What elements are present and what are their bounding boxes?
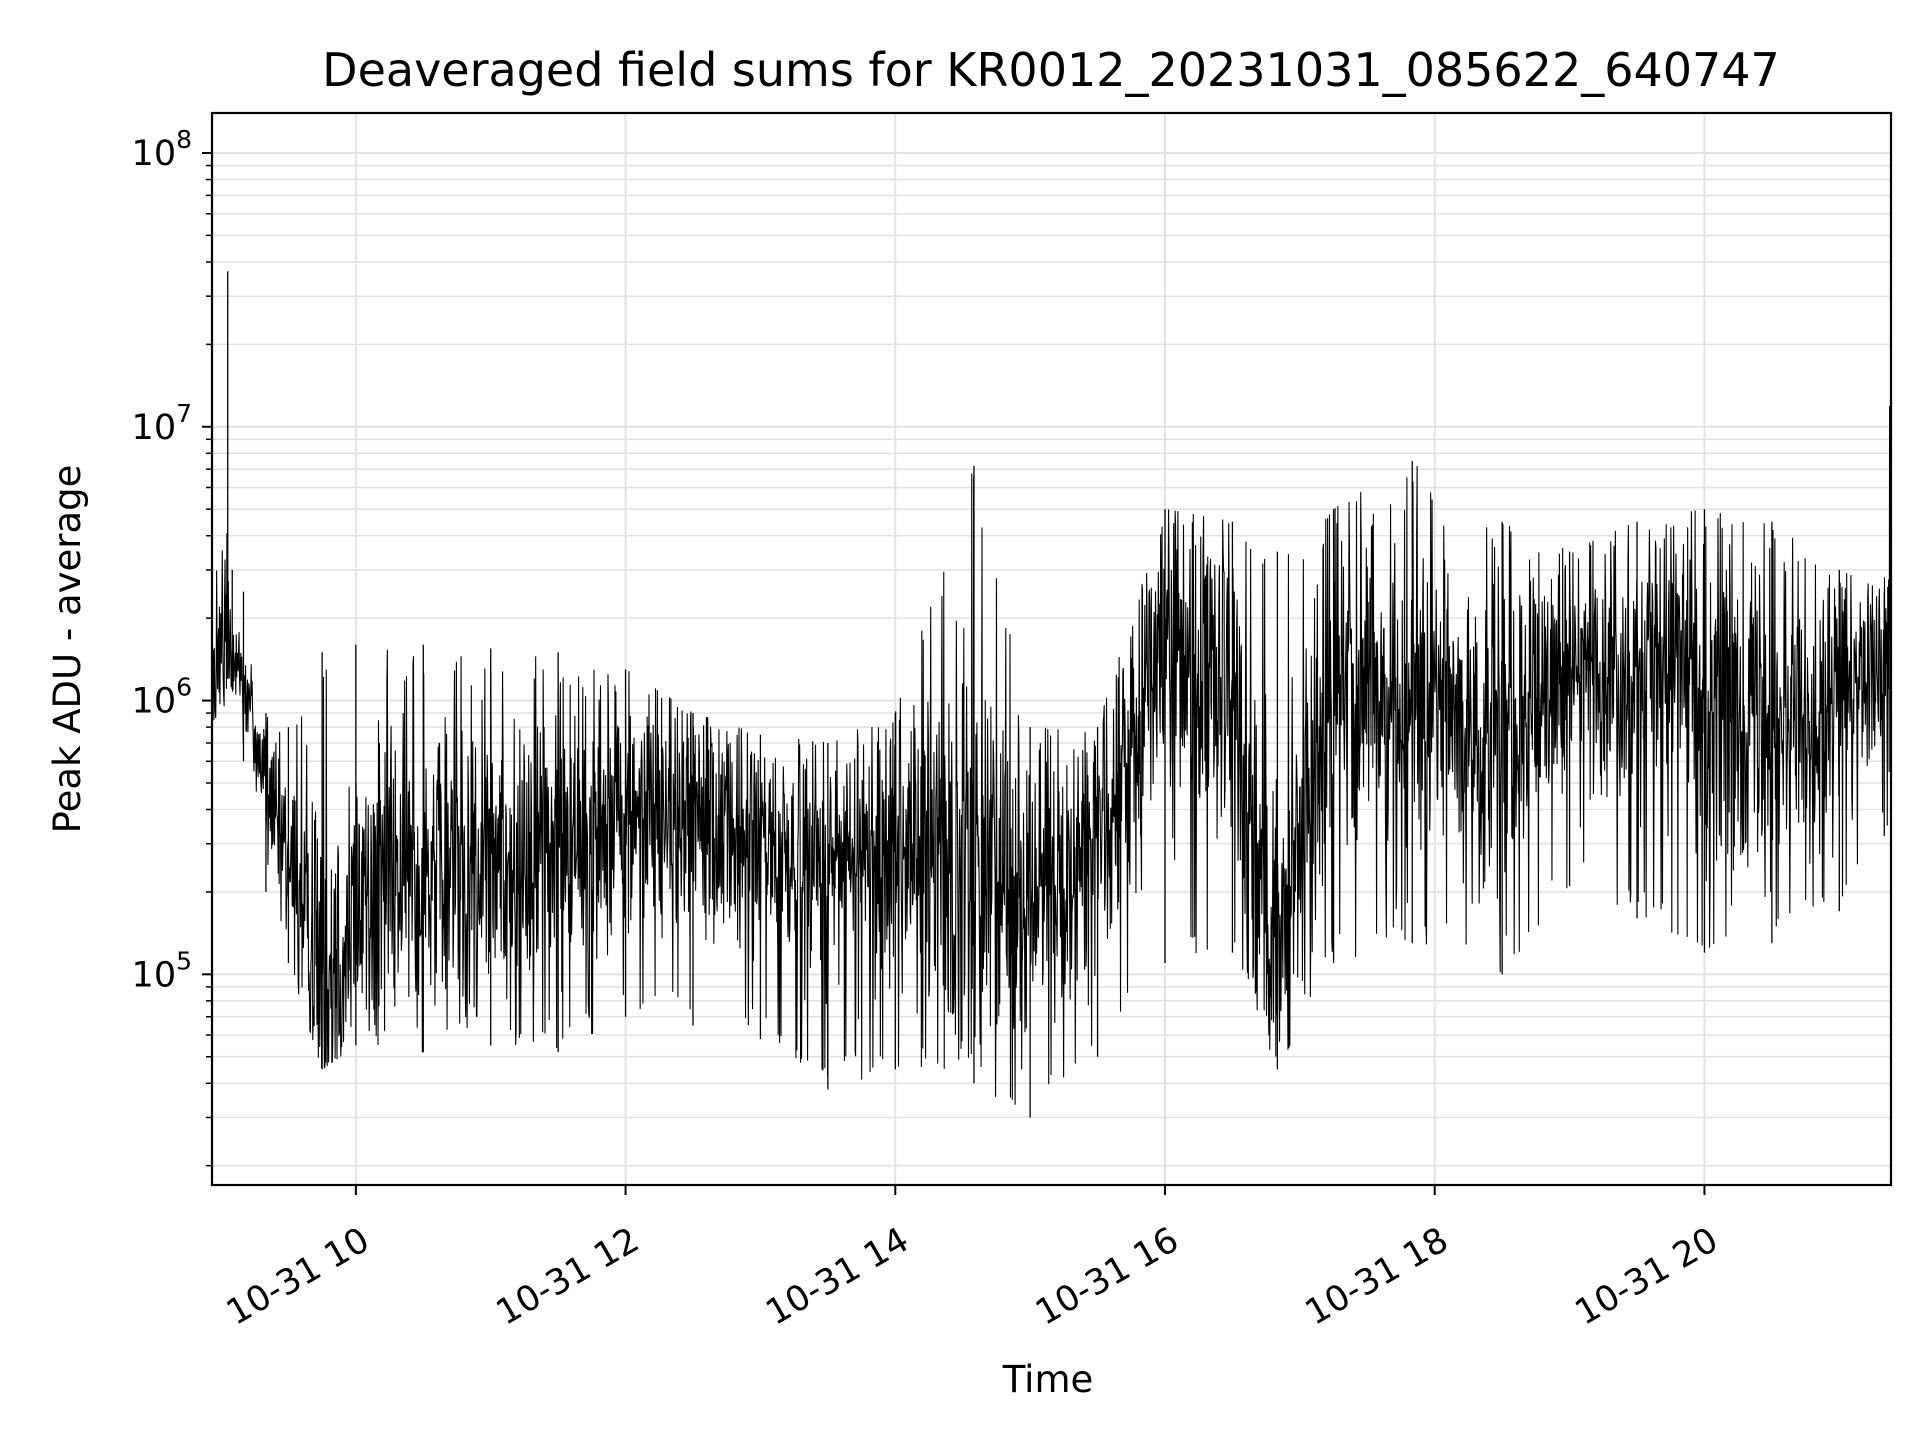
- y-tick-label-base: 10: [132, 408, 177, 448]
- x-tick-label: 10-31 14: [759, 1220, 915, 1333]
- y-axis-label: Peak ADU - average: [46, 465, 89, 834]
- y-tick-label: 107: [132, 399, 192, 448]
- x-tick-label: 10-31 18: [1299, 1220, 1455, 1333]
- x-tick-label: 10-31 20: [1569, 1220, 1725, 1333]
- x-tick-label: 10-31 12: [490, 1220, 646, 1333]
- y-tick-label-exponent: 7: [176, 399, 192, 428]
- y-tick-label: 106: [132, 673, 192, 722]
- data-layer: [211, 159, 1892, 1118]
- y-tick-label-base: 10: [132, 134, 177, 174]
- y-tick-label: 108: [132, 125, 192, 174]
- x-tick-label: 10-31 16: [1029, 1220, 1185, 1333]
- chart-title: Deaveraged field sums for KR0012_2023103…: [322, 43, 1780, 97]
- y-tick-label-exponent: 8: [176, 125, 192, 154]
- y-tick-label-exponent: 6: [176, 673, 192, 702]
- plot-area-frame: [210, 111, 1893, 1187]
- x-axis-label: Time: [1002, 1358, 1094, 1401]
- y-tick-label-base: 10: [132, 682, 177, 722]
- y-tick-label-base: 10: [132, 955, 177, 995]
- series-line: [211, 406, 1892, 1105]
- y-tick-label-exponent: 5: [176, 946, 192, 975]
- x-tick-label: 10-31 10: [220, 1220, 376, 1333]
- y-tick-label: 105: [132, 946, 192, 995]
